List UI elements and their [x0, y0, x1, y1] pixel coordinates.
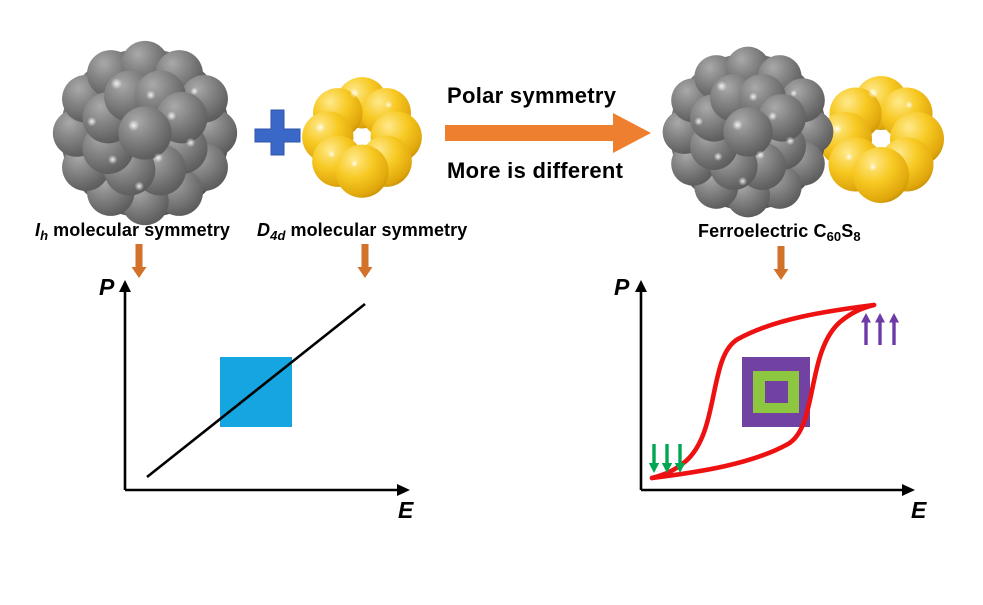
ferroelectric-product-label: Ferroelectric C60S8: [698, 221, 861, 243]
product-s8-molecule-icon: [818, 76, 944, 203]
s8-molecule-icon: [302, 77, 422, 198]
right-x-arrowhead: [902, 484, 915, 496]
right-plot-x-axis-label: E: [911, 497, 927, 523]
right-arrow-icon: [445, 113, 651, 153]
c60-point-group-subscript: h: [40, 228, 49, 243]
purple-inner-square: [765, 381, 788, 403]
polar-symmetry-label: Polar symmetry: [447, 83, 617, 108]
hysteresis-plot: [635, 280, 915, 496]
hysteresis-loop: [649, 302, 877, 481]
c60-symmetry-label: Ih molecular symmetry: [35, 220, 231, 242]
left-plot-y-axis-label: P: [99, 274, 115, 300]
right-plot-axes: [639, 290, 904, 492]
left-plot-axes: [123, 290, 399, 492]
c60-molecule-icon: [52, 40, 238, 226]
down-arrow-icon-left: [131, 244, 147, 278]
right-y-arrowhead: [635, 280, 647, 292]
product-c60-molecule-icon: [662, 46, 834, 218]
product-label-prefix: Ferroelectric C: [698, 221, 827, 241]
down-arrow-icon-right: [773, 246, 789, 280]
c60-point-group-symbol: I: [35, 220, 41, 240]
c60-label-text: molecular symmetry: [53, 220, 231, 240]
left-plot-x-axis-label: E: [398, 497, 414, 523]
s8-symmetry-label: D4d molecular symmetry: [257, 220, 468, 242]
left-x-arrowhead: [397, 484, 410, 496]
left-y-arrowhead: [119, 280, 131, 292]
product-label-mid: S: [841, 221, 854, 241]
more-is-different-label: More is different: [447, 158, 624, 183]
linear-response-line: [146, 302, 366, 479]
s8-point-group-symbol: D: [257, 220, 271, 240]
purple-up-arrows-icon: [861, 313, 899, 345]
s8-point-group-subscript: 4d: [270, 228, 286, 243]
down-arrow-icon-middle: [357, 244, 373, 278]
product-label-sub60: 60: [826, 229, 842, 244]
product-label-sub8: 8: [853, 229, 861, 244]
s8-label-text: molecular symmetry: [290, 220, 468, 240]
plus-icon: [254, 109, 301, 156]
linear-plot: [119, 280, 410, 496]
green-down-arrows-icon: [648, 444, 686, 473]
right-plot-y-axis-label: P: [614, 274, 630, 300]
